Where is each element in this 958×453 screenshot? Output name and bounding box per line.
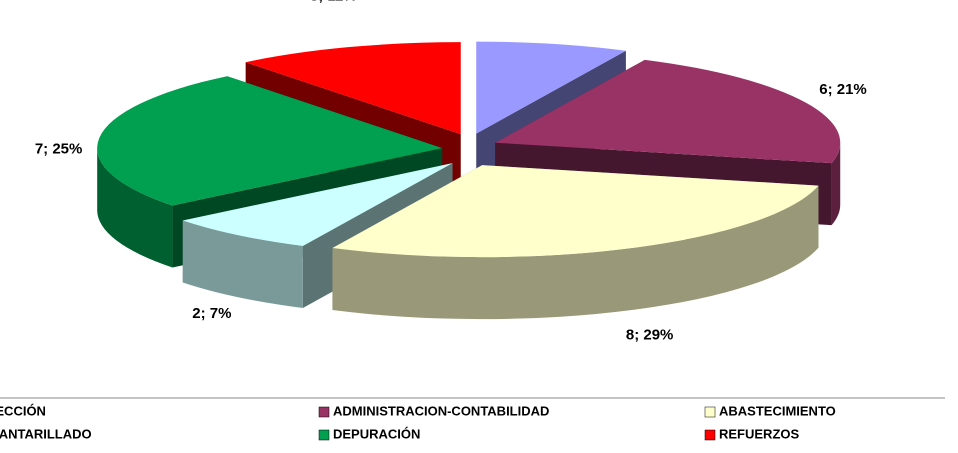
slice	[476, 41, 626, 134]
legend-label: ALCANTARILLADO	[0, 426, 92, 441]
data-label: 2; 7%	[192, 305, 231, 322]
slice	[332, 165, 819, 258]
slice	[495, 59, 841, 164]
data-label: 3; 11%	[310, 0, 357, 4]
legend-label: ABASTECIMIENTO	[719, 403, 836, 418]
slice-side	[831, 142, 841, 226]
data-label: 6; 21%	[819, 81, 867, 98]
slice-side	[332, 185, 819, 320]
legend-swatch	[318, 406, 330, 418]
data-label: 7; 25%	[35, 140, 83, 157]
slice-group	[182, 163, 453, 309]
legend-label: DEPURACIÓN	[333, 426, 420, 441]
slice-side	[97, 148, 173, 268]
slice	[182, 163, 453, 247]
slice-side	[182, 220, 303, 309]
slice	[245, 42, 461, 135]
legend-swatch	[318, 429, 330, 441]
legend-label: DIRECCIÓN	[0, 403, 46, 418]
legend-swatch	[704, 406, 716, 418]
slice	[97, 76, 443, 206]
slice-group	[332, 165, 819, 320]
data-label: 8; 29%	[626, 327, 674, 344]
legend-label: REFUERZOS	[719, 426, 800, 441]
legend-swatch	[704, 429, 716, 441]
legend-label: ADMINISTRACION-CONTABILIDAD	[333, 403, 549, 418]
